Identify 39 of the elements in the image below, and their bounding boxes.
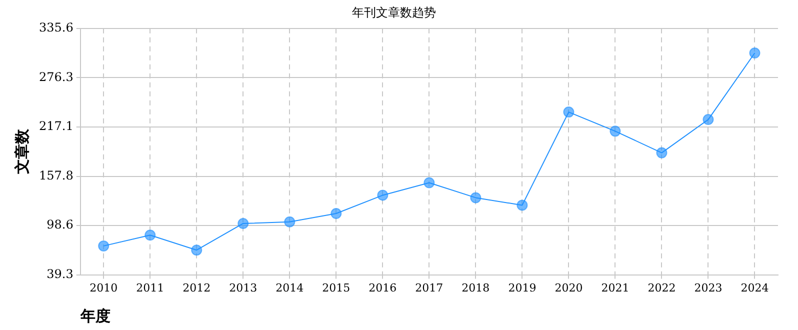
y-axis-title: 文章数 bbox=[12, 128, 31, 176]
y-tick-label: 157.8 bbox=[38, 168, 74, 182]
x-tick-label: 2019 bbox=[508, 281, 536, 294]
point bbox=[98, 240, 110, 252]
x-tick-label: 2022 bbox=[648, 281, 676, 294]
y-tick-label: 39.3 bbox=[46, 266, 74, 281]
x-tick-label: 2014 bbox=[276, 281, 304, 294]
point bbox=[610, 126, 621, 137]
point bbox=[238, 218, 249, 229]
x-tick-label: 2012 bbox=[182, 281, 211, 294]
y-tick-label: 98.6 bbox=[46, 218, 74, 232]
x-tick-label: 2020 bbox=[554, 281, 583, 294]
point bbox=[470, 192, 482, 204]
x-tick-label: 2021 bbox=[601, 281, 630, 294]
point bbox=[749, 48, 760, 59]
y-tick-label: 276.3 bbox=[38, 70, 74, 84]
chart-title: 年刊文章数趋势 bbox=[352, 5, 436, 20]
x-tick-label: 2015 bbox=[322, 281, 350, 294]
x-tick-label: 2017 bbox=[415, 281, 444, 294]
point bbox=[424, 177, 435, 188]
y-tick-label: 217.1 bbox=[38, 119, 74, 134]
point bbox=[330, 208, 342, 220]
point bbox=[516, 200, 528, 211]
x-tick-label: 2018 bbox=[462, 281, 490, 294]
point bbox=[656, 147, 668, 158]
point bbox=[144, 230, 156, 241]
point bbox=[284, 216, 296, 228]
y-tick-label: 335.6 bbox=[38, 20, 74, 35]
x-axis-title: 年度 bbox=[79, 306, 110, 325]
x-tick-label: 2016 bbox=[368, 281, 397, 294]
x-tick-label: 2023 bbox=[694, 281, 722, 294]
point bbox=[377, 190, 388, 201]
point bbox=[563, 106, 574, 118]
x-tick-label: 2011 bbox=[136, 281, 164, 294]
point bbox=[702, 114, 714, 126]
point bbox=[191, 244, 202, 256]
x-tick-label: 2010 bbox=[90, 281, 118, 294]
x-tick-label: 2024 bbox=[740, 281, 769, 294]
x-tick-label: 2013 bbox=[229, 281, 258, 294]
